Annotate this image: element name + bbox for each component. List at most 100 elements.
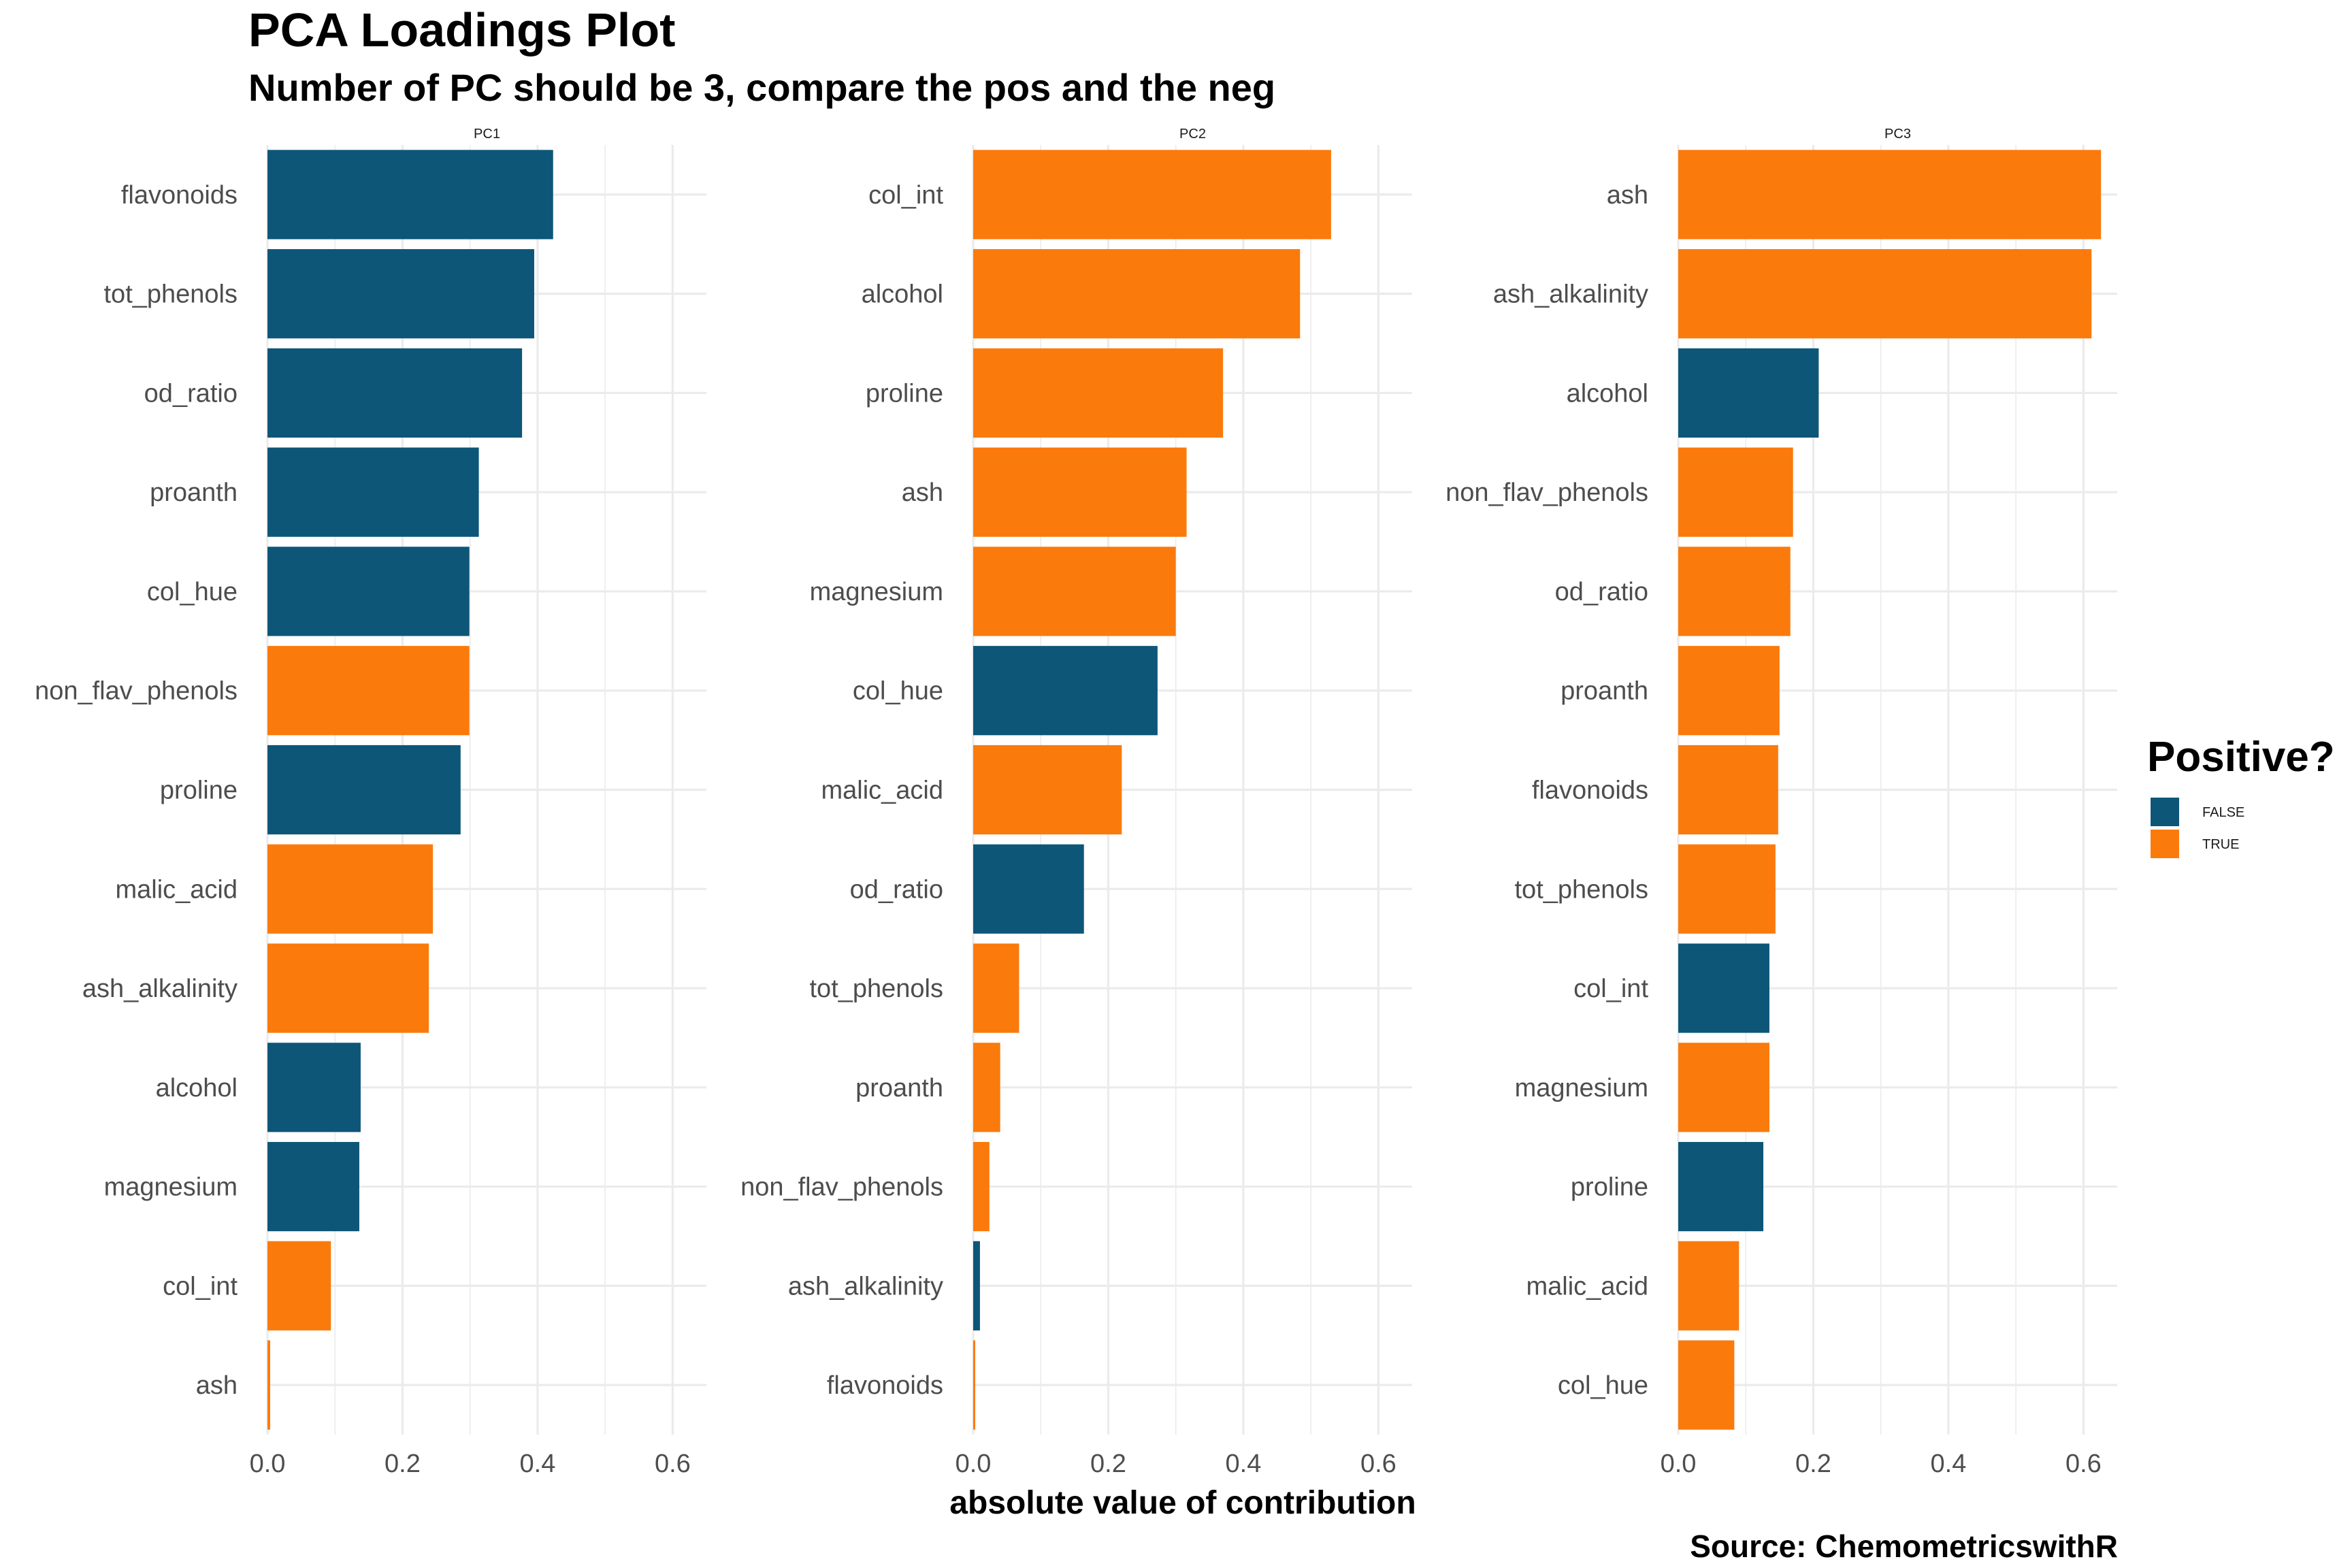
bar-pc3-magnesium [1678,1043,1769,1132]
bar-pc2-malic_acid [973,745,1122,835]
bar-pc2-tot_phenols [973,943,1019,1033]
x-tick-label: 0.4 [1931,1450,1967,1478]
category-label: non_flav_phenols [740,1173,943,1202]
bar-pc1-non_flav_phenols [267,646,470,736]
category-label: magnesium [810,578,943,606]
bar-pc1-ash_alkalinity [267,943,429,1033]
category-label: magnesium [1515,1074,1648,1102]
bar-pc1-malic_acid [267,844,434,934]
bar-pc2-col_int [973,150,1331,240]
bar-pc3-ash_alkalinity [1678,249,2092,339]
category-label: od_ratio [850,875,943,904]
category-label: proanth [150,478,238,507]
category-label: ash_alkalinity [82,975,238,1003]
legend-key-true [2151,830,2179,858]
category-label: proanth [855,1074,943,1102]
bar-pc2-proanth [973,1043,1000,1132]
facet-strip-label: PC3 [1884,127,1911,142]
legend-label-false: FALSE [2202,805,2244,820]
category-label: malic_acid [821,777,943,805]
category-label: col_int [163,1272,238,1301]
bar-pc1-flavonoids [267,150,553,240]
x-tick-label: 0.6 [2065,1450,2102,1478]
category-label: col_int [868,181,943,210]
bar-pc1-proanth [267,447,479,537]
bar-pc3-proline [1678,1141,1764,1232]
category-label: ash [1607,181,1648,210]
category-label: proline [1571,1173,1648,1202]
bar-pc1-ash [267,1340,270,1430]
bar-pc3-alcohol [1678,348,1819,438]
category-label: malic_acid [1526,1272,1648,1301]
x-tick-label: 0.4 [1226,1450,1262,1478]
category-label: tot_phenols [1515,875,1649,904]
legend-label-true: TRUE [2202,837,2239,852]
category-label: flavonoids [121,181,238,210]
category-label: ash [902,478,943,507]
category-label: alcohol [862,280,943,309]
category-label: tot_phenols [104,280,238,309]
x-tick-label: 0.0 [1661,1450,1697,1478]
bar-pc3-malic_acid [1678,1241,1740,1330]
bar-pc2-proline [973,348,1224,438]
category-label: col_hue [853,677,943,706]
category-label: ash_alkalinity [1493,280,1648,309]
category-label: flavonoids [827,1371,943,1400]
category-label: col_hue [1558,1371,1648,1400]
bar-pc2-alcohol [973,249,1301,339]
x-tick-label: 0.6 [655,1450,691,1478]
x-axis-title: absolute value of contribution [949,1485,1416,1521]
x-tick-label: 0.2 [1090,1450,1126,1478]
category-label: proline [160,777,238,805]
bar-pc2-flavonoids [973,1340,975,1430]
bar-pc1-od_ratio [267,348,523,438]
bar-pc3-tot_phenols [1678,844,1776,934]
bar-pc1-col_int [267,1241,331,1330]
x-tick-label: 0.0 [956,1450,992,1478]
x-tick-label: 0.0 [250,1450,286,1478]
bar-pc2-non_flav_phenols [973,1141,990,1232]
category-label: non_flav_phenols [35,677,238,706]
bar-pc1-tot_phenols [267,249,534,339]
category-label: tot_phenols [810,975,944,1003]
category-label: alcohol [156,1074,238,1102]
bar-pc2-ash_alkalinity [973,1241,980,1330]
category-label: ash_alkalinity [788,1272,943,1301]
category-label: proline [866,379,943,408]
category-label: col_hue [147,578,238,606]
bar-pc2-magnesium [973,546,1176,636]
legend-key-false [2151,798,2179,826]
x-tick-label: 0.2 [1795,1450,1831,1478]
legend-title: Positive? [2147,734,2335,781]
bar-pc3-col_hue [1678,1340,1735,1430]
category-label: col_int [1573,975,1648,1003]
category-label: non_flav_phenols [1446,478,1648,507]
facet-panels: PC1flavonoidstot_phenolsod_ratioproanthc… [35,127,2117,1478]
bar-pc3-non_flav_phenols [1678,447,1793,537]
x-tick-label: 0.4 [520,1450,556,1478]
bar-pc3-col_int [1678,943,1769,1033]
bar-pc3-proanth [1678,646,1780,736]
bar-pc2-od_ratio [973,844,1084,934]
category-label: od_ratio [1555,578,1648,606]
category-label: alcohol [1567,379,1648,408]
bar-pc2-ash [973,447,1187,537]
bar-pc3-flavonoids [1678,745,1778,835]
facet-strip-label: PC2 [1179,127,1206,142]
legend: Positive? FALSE TRUE [2147,734,2335,858]
category-label: malic_acid [115,875,238,904]
bar-pc3-od_ratio [1678,546,1791,636]
category-label: flavonoids [1532,777,1648,805]
category-label: magnesium [104,1173,238,1202]
bar-pc1-col_hue [267,546,470,636]
bar-pc1-proline [267,745,461,835]
chart-title: PCA Loadings Plot [248,3,675,56]
x-tick-label: 0.6 [1360,1450,1396,1478]
chart-subtitle: Number of PC should be 3, compare the po… [248,66,1275,109]
facet-strip-label: PC1 [474,127,500,142]
bar-pc1-alcohol [267,1043,361,1132]
